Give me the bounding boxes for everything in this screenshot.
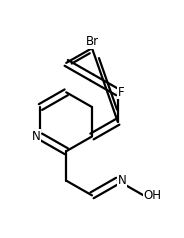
- Text: N: N: [32, 130, 40, 143]
- Text: OH: OH: [144, 189, 162, 202]
- Text: N: N: [118, 174, 127, 187]
- Text: F: F: [118, 86, 124, 99]
- Text: Br: Br: [85, 35, 99, 48]
